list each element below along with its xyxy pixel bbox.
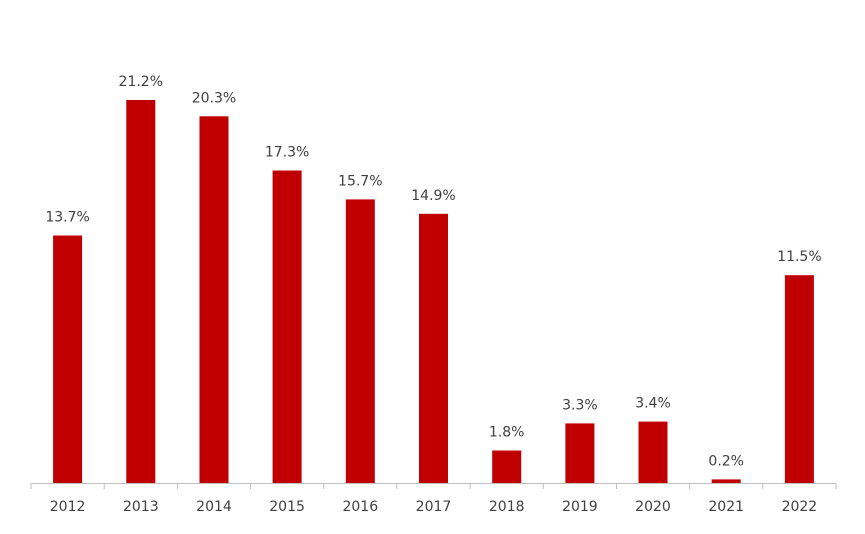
bar-2021 bbox=[711, 479, 741, 483]
data-label-2017: 14.9% bbox=[411, 188, 455, 204]
data-label-2020: 3.4% bbox=[635, 396, 671, 412]
x-tick-labels-group: 2012 2013 2014 2015 2016 2017 2018 2019 2020 2021… bbox=[50, 499, 817, 515]
x-tick-label-2013: 2013 bbox=[123, 499, 159, 515]
x-tick-label-2020: 2020 bbox=[635, 499, 671, 515]
data-label-2013: 21.2% bbox=[119, 74, 163, 90]
x-tick-label-2019: 2019 bbox=[562, 499, 598, 515]
bar-2012 bbox=[53, 235, 83, 483]
data-labels-group: 13.7% 21.2% 20.3% 17.3% 15.7% 14.9% 1.8% 3.3% 3.… bbox=[45, 74, 821, 469]
bar-2013 bbox=[126, 100, 156, 483]
bar-2020 bbox=[638, 421, 668, 483]
x-tick-label-2014: 2014 bbox=[196, 499, 232, 515]
data-label-2012: 13.7% bbox=[45, 210, 89, 226]
bar-2019 bbox=[565, 423, 595, 483]
bars-group bbox=[53, 100, 814, 484]
data-label-2021: 0.2% bbox=[708, 453, 744, 469]
x-tick-label-2021: 2021 bbox=[708, 499, 744, 515]
bar-2017 bbox=[419, 213, 448, 484]
bar-2015 bbox=[272, 170, 302, 483]
x-tick-label-2012: 2012 bbox=[50, 499, 86, 515]
bar-2014 bbox=[199, 116, 229, 484]
x-tick-label-2015: 2015 bbox=[269, 499, 305, 515]
bar-2016 bbox=[345, 199, 375, 483]
x-tick-label-2018: 2018 bbox=[489, 499, 525, 515]
x-axis bbox=[30, 483, 837, 489]
x-tick-label-2016: 2016 bbox=[342, 499, 378, 515]
bar-2018 bbox=[492, 450, 522, 483]
data-label-2014: 20.3% bbox=[192, 90, 236, 106]
data-label-2018: 1.8% bbox=[489, 425, 525, 441]
bar-2022 bbox=[784, 275, 814, 483]
data-label-2015: 17.3% bbox=[265, 145, 309, 161]
x-tick-label-2017: 2017 bbox=[416, 499, 452, 515]
x-tick-label-2022: 2022 bbox=[782, 499, 818, 515]
data-label-2022: 11.5% bbox=[777, 249, 821, 265]
data-label-2019: 3.3% bbox=[562, 397, 598, 413]
data-label-2016: 15.7% bbox=[338, 173, 382, 189]
